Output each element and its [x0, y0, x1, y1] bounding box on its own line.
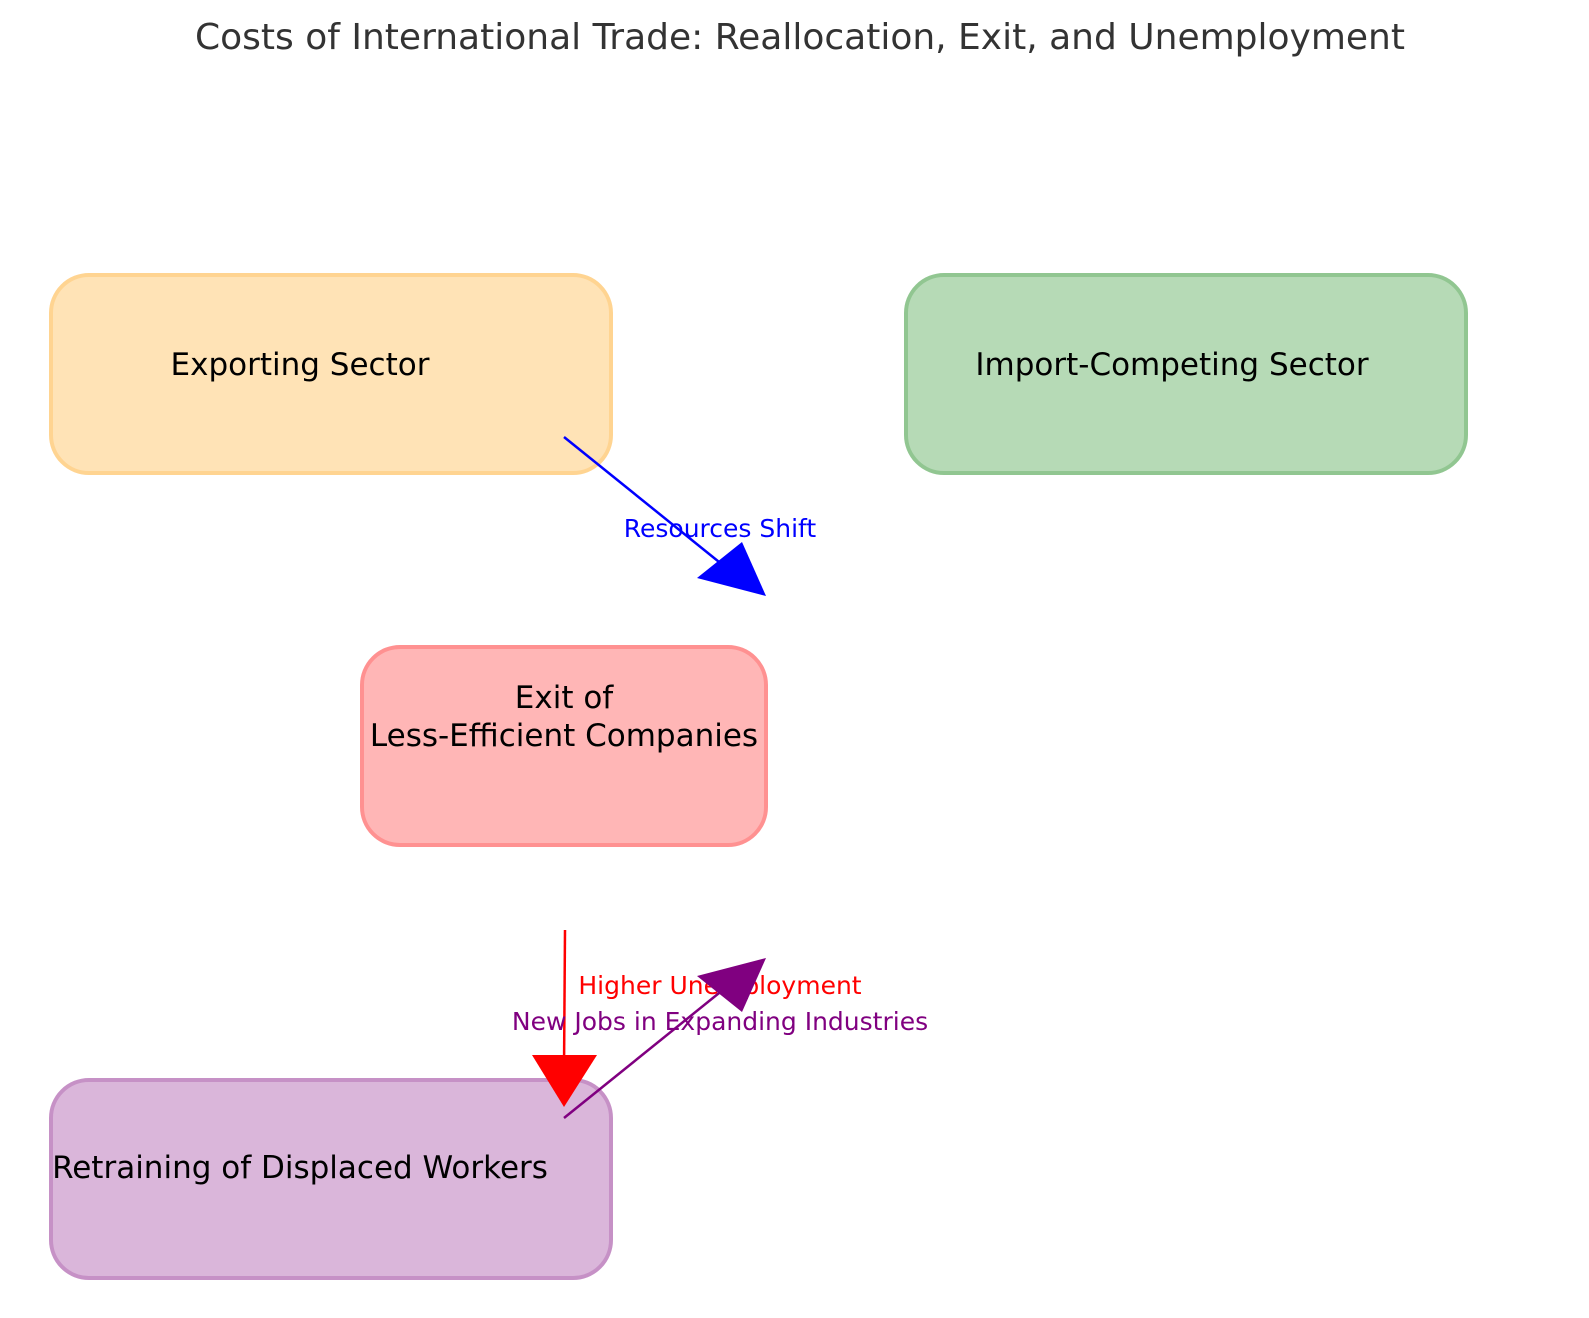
diagram-title: Costs of International Trade: Reallocati…	[195, 17, 1405, 58]
edge-new-jobs-arrowhead	[697, 958, 766, 1012]
node-exit-companies: Exit of Less-Efficient Companies	[360, 645, 768, 847]
node-retraining-workers-label: Retraining of Displaced Workers	[52, 1150, 548, 1186]
node-import-competing-sector-label: Import-Competing Sector	[975, 347, 1368, 383]
node-exit-companies-label-line1: Exit of	[515, 680, 615, 716]
node-exporting-sector-label: Exporting Sector	[171, 347, 430, 383]
node-retraining-workers-box	[49, 1078, 613, 1280]
node-exit-companies-label-line2: Less-Efficient Companies	[370, 718, 758, 754]
edge-resources-shift: Resources Shift	[563, 436, 817, 596]
node-exporting-sector: Exporting Sector	[49, 273, 613, 475]
edge-resources-shift-label: Resources Shift	[624, 514, 817, 543]
edge-new-jobs: New Jobs in Expanding Industries	[512, 958, 928, 1119]
edge-resources-shift-arrowhead	[697, 542, 766, 596]
node-exporting-sector-box	[49, 273, 613, 475]
node-retraining-workers: Retraining of Displaced Workers	[49, 1078, 613, 1280]
edge-higher-unemployment-arrowhead	[532, 1055, 597, 1107]
edge-resources-shift-line	[563, 436, 730, 571]
edge-new-jobs-line	[563, 984, 730, 1119]
node-import-competing-sector-box	[904, 273, 1468, 475]
node-import-competing-sector: Import-Competing Sector	[904, 273, 1468, 475]
node-exit-companies-box	[360, 645, 768, 847]
edge-higher-unemployment-line	[562, 929, 567, 1071]
edge-new-jobs-label: New Jobs in Expanding Industries	[512, 1007, 928, 1036]
